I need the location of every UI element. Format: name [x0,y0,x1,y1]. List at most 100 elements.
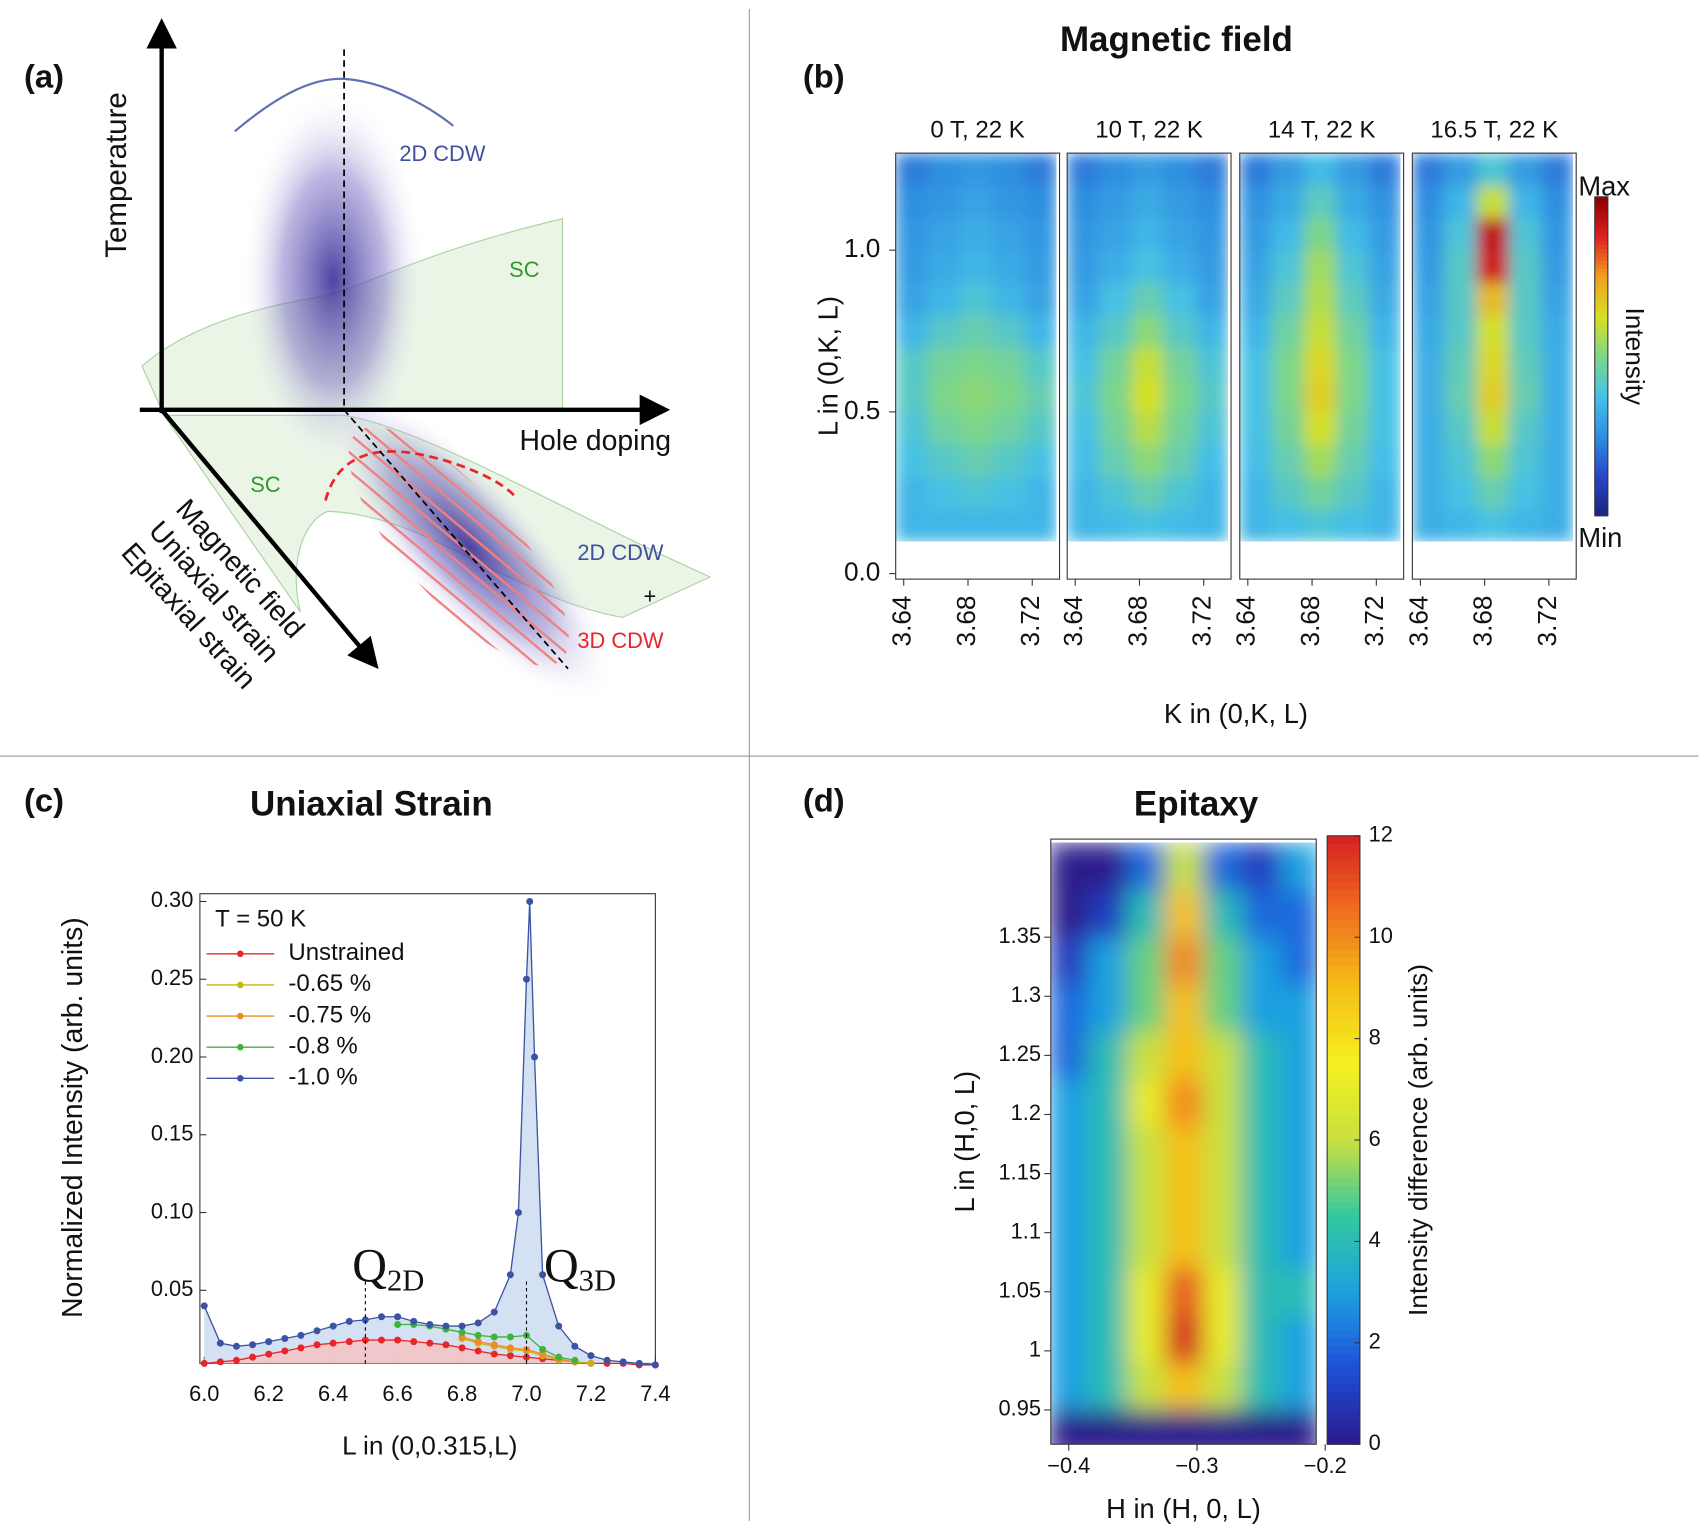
data-point [200,1302,208,1310]
colorbar-tick-label: 6 [1369,1126,1381,1151]
x-tick-label: 3.72 [1532,596,1562,647]
colorbar-segment [1327,1048,1360,1057]
colorbar-segment [1594,280,1608,286]
heatmap-cell [1203,1268,1243,1316]
heatmap-cell [1412,282,1446,316]
heatmap-cell [1444,153,1478,187]
colorbar-segment [1327,1284,1360,1293]
heatmap-cell [1476,444,1510,478]
x-tick-label: 3.68 [1468,596,1498,647]
heatmap-cell [1087,1031,1128,1080]
heatmap-cell [1476,314,1510,348]
colorbar-segment [1327,1429,1360,1438]
heatmap-cell [1540,379,1574,413]
colorbar-segment [1327,1071,1360,1080]
x-tick-label: 7.4 [640,1381,670,1406]
heatmap-cell [992,217,1025,251]
colorbar-segment [1327,1216,1360,1225]
heatmap-cell [1412,476,1446,510]
heatmap-cell [1280,842,1317,891]
colorbar-max: Max [1578,170,1630,201]
colorbar-segment [1594,240,1608,246]
heatmap-cell [1304,250,1337,284]
data-point [619,1358,627,1366]
heatmap-cell [1239,444,1273,478]
data-point [249,1353,257,1361]
data-point [377,1336,385,1344]
heatmap-cell [1508,217,1542,251]
heatmap-cell [1271,379,1305,413]
subplot-title: 10 T, 22 K [1095,117,1203,144]
colorbar-segment [1327,1360,1360,1369]
heatmap-cell [1271,508,1305,542]
colorbar-segment [1594,463,1608,469]
heatmap-cell [1368,379,1401,413]
heatmap-cell [959,476,993,510]
heatmap-cell [1336,476,1369,510]
heatmap-cell [1271,411,1305,445]
heatmap-cell [1368,444,1401,478]
heatmap-cell [1164,937,1204,986]
heatmap-cell [1067,508,1100,542]
colorbar-segment [1327,1010,1360,1019]
heatmap-cell [1476,508,1510,542]
data-point [232,1342,240,1350]
heatmap-cell [927,411,961,445]
colorbar-segment [1327,835,1360,844]
colorbar-segment [1594,467,1608,473]
heatmap-cell [1412,185,1446,219]
heatmap-cell [1126,1173,1166,1222]
colorbar-segment [1594,220,1608,226]
heatmap-cell [1024,250,1057,284]
heatmap-cell [1508,282,1542,316]
legend-label: -1.0 % [288,1064,357,1091]
heatmap-cell [1087,1409,1128,1445]
heatmap-cell [1050,1315,1089,1364]
colorbar-segment [1327,1238,1360,1248]
heatmap-cell [1024,444,1057,478]
heatmap-cell [1239,508,1273,542]
data-point [281,1347,289,1355]
heatmap-cell [1024,347,1057,381]
y-tick-label: 1.35 [998,923,1040,948]
data-point [458,1344,466,1352]
heatmap-cell [1280,1315,1317,1364]
colorbar-segment [1594,260,1608,266]
heatmap-cell [1476,185,1510,219]
colorbar-segment [1327,1025,1360,1035]
heatmap-cell [1050,1268,1089,1316]
heatmap-cell [927,217,961,251]
data-point [506,1333,514,1341]
colorbar-segment [1594,352,1608,357]
colorbar-tick-label: 4 [1369,1227,1381,1252]
colorbar-segment [1327,957,1360,966]
heatmap-cell [1203,1220,1243,1269]
data-point [490,1333,498,1341]
heatmap-cell [1203,1126,1243,1175]
panel-label: (a) [24,58,64,95]
colorbar-segment [1327,1383,1360,1392]
axis-label: Hole doping [520,425,672,457]
y-axis-label: L in (H,0, L) [949,1071,980,1213]
colorbar-segment [1327,1231,1360,1240]
x-tick-label: 7.0 [511,1381,541,1406]
colorbar-segment [1327,866,1360,875]
colorbar-segment [1594,292,1608,298]
heatmap-cell [1067,411,1100,445]
heatmap-cell [1336,282,1369,316]
colorbar-segment [1327,1368,1360,1377]
chart-title: Uniaxial Strain [250,785,493,824]
colorbar-segment [1327,1261,1360,1270]
heatmap-cells [1239,153,1401,542]
heatmap-cell [1126,1268,1166,1316]
colorbar-segment [1594,416,1608,421]
y-tick-label: 1.2 [1011,1100,1041,1125]
colorbar-tick-label: 10 [1369,923,1393,948]
heatmap-cell [1163,444,1197,478]
colorbar-segment [1327,1101,1360,1111]
heatmap-cell [1444,250,1478,284]
region-label: + [644,583,657,608]
heatmap-cell [1280,937,1317,986]
diagram: (a) Temperature Hole doping Magnetic fie… [24,18,712,704]
data-point [313,1341,321,1349]
